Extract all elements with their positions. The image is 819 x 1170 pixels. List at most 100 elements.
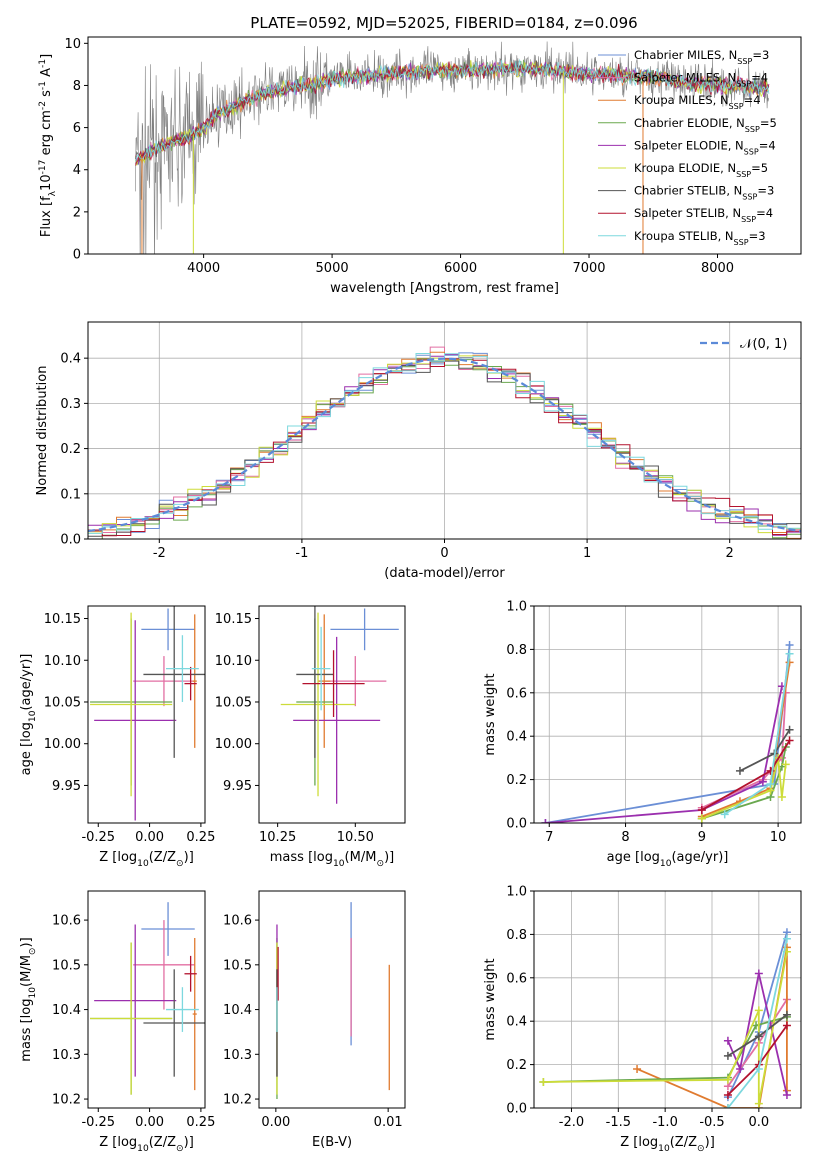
y-tick-label: 0.2 (60, 442, 81, 457)
x-axis-label: Z [log10(Z/Z⊙)] (99, 850, 194, 869)
y-tick-label: 9.95 (223, 779, 252, 794)
weight-series-line (701, 746, 787, 820)
y-tick-label: 0.0 (60, 533, 81, 548)
y-tick-label: 1.0 (506, 885, 527, 900)
weight-series-line (543, 1016, 788, 1083)
errorbar-point (166, 987, 199, 1032)
y-tick-label: 1.0 (506, 600, 527, 615)
legend-label: Chabrier ELODIE, NSSP=5 (634, 116, 777, 134)
weight-marker (782, 1090, 791, 1099)
label-part: ⊙ (376, 859, 384, 869)
y-tick-label: 10.2 (52, 1093, 81, 1108)
weight-marker (754, 1032, 763, 1041)
residual-histogram (88, 353, 801, 538)
y-tick-label: 0.4 (60, 352, 81, 367)
label-part: SSP (737, 57, 752, 66)
x-axis-label: (data-model)/error (384, 566, 505, 581)
x-axis-label: E(B-V) (312, 1135, 352, 1150)
y-tick-label: 8 (73, 79, 81, 94)
x-tick-label: 6000 (444, 261, 477, 276)
y-tick-label: 10 (64, 37, 81, 52)
label-part: SSP (744, 147, 759, 156)
plot-area (276, 902, 390, 1100)
x-tick-label: 4000 (187, 261, 220, 276)
y-tick-label: 10.5 (223, 958, 252, 973)
y-tick-label: 10.5 (52, 958, 81, 973)
x-tick-label: -1 (295, 546, 308, 561)
weight-marker (723, 1090, 732, 1099)
errorbar-point (94, 620, 177, 821)
x-tick-label: 10 (770, 830, 787, 845)
x-tick-label: -2 (153, 546, 166, 561)
weight-marker (782, 1021, 791, 1030)
legend-label: 𝒩(0, 1) (740, 337, 787, 352)
x-tick-label: 0.00 (261, 1115, 290, 1130)
legend-label: Salpeter STELIB, NSSP=4 (634, 206, 773, 224)
x-tick-label: 8 (621, 830, 629, 845)
plot-area (280, 606, 399, 804)
x-tick-label: 7000 (572, 261, 605, 276)
y-tick-label: 10.6 (52, 914, 81, 929)
label-part: 10 (28, 987, 38, 999)
errorbar-point (166, 635, 199, 702)
weight-marker (723, 1075, 732, 1084)
y-tick-label: 10.05 (44, 695, 81, 710)
errorbar-point (324, 656, 387, 707)
y-tick-label: 0.3 (60, 397, 81, 412)
y-tick-label: 10.15 (44, 612, 81, 627)
x-axis-label: Z [log10(Z/Z⊙)] (620, 1135, 715, 1154)
x-tick-label: 0.00 (135, 1115, 164, 1130)
weight-marker (754, 1099, 763, 1108)
y-tick-label: 6 (73, 121, 81, 136)
errorbar-point (311, 626, 331, 711)
label-part: SSP (736, 79, 751, 88)
errorbar-point (280, 612, 356, 797)
y-tick-label: 10.3 (52, 1048, 81, 1063)
weight-marker (735, 766, 744, 775)
spectrum-legend: Chabrier MILES, NSSP=3 Salpeter MILES, NS… (598, 48, 777, 246)
label-part: SSP (745, 124, 760, 133)
legend-label: Chabrier STELIB, NSSP=3 (634, 184, 774, 202)
y-tick-label: 10.10 (215, 654, 252, 669)
errorbar-point (318, 614, 331, 748)
y-tick-label: 0 (73, 248, 81, 263)
y-axis-label: mass weight (483, 958, 498, 1040)
x-tick-label: 9 (698, 830, 706, 845)
weight-marker (723, 1104, 732, 1108)
y-tick-label: 2 (73, 205, 81, 220)
x-tick-label: -0.25 (81, 1115, 115, 1130)
y-axis-label: age [log10(age/yr)] (19, 654, 38, 776)
y-tick-label: 10.4 (223, 1003, 252, 1018)
y-axis-label: Flux [fλ10-17 erg cm-2 s-1 A-1] (38, 54, 58, 237)
y-axis-label: mass [log10(M/M⊙)] (19, 937, 38, 1061)
plot-frame (87, 36, 802, 255)
y-tick-label: 10.05 (215, 695, 252, 710)
weight-marker (785, 736, 794, 745)
weight-marker (633, 1064, 642, 1073)
legend-label: Salpeter MILES, NSSP=4 (634, 71, 768, 89)
plot-area (534, 606, 801, 823)
x-tick-label: 0.00 (135, 830, 164, 845)
x-tick-label: -0.25 (81, 830, 115, 845)
weight-marker (781, 760, 790, 769)
errorbar-point (133, 656, 195, 707)
label-part: 10 (658, 1144, 670, 1154)
weight-series-line (545, 686, 783, 823)
y-tick-label: 10.15 (215, 612, 252, 627)
x-tick-label: -2.0 (559, 1115, 584, 1130)
label-part: ⊙ (176, 859, 184, 869)
panel-spectrum: 4000 5000 6000 7000 8000 0 2 4 6 8 10 wavelength [A… (38, 36, 802, 296)
errorbar-point (133, 920, 195, 1010)
y-tick-label: 0.8 (506, 928, 527, 943)
errorbar-point (296, 606, 334, 758)
y-tick-label: 0.8 (506, 643, 527, 658)
weight-marker (754, 1064, 763, 1073)
legend-label: Kroupa MILES, NSSP=4 (634, 93, 761, 111)
plot-frame (258, 605, 406, 824)
weight-marker (720, 810, 729, 819)
label-part: SSP (734, 237, 749, 246)
label-part: SSP (729, 102, 744, 111)
weight-marker (541, 819, 550, 823)
errorbar-point (90, 942, 173, 1095)
panel-age-vs-mass: 10.25 10.50 9.95 10.00 10.05 10.10 10.15 mass [… (215, 605, 406, 869)
